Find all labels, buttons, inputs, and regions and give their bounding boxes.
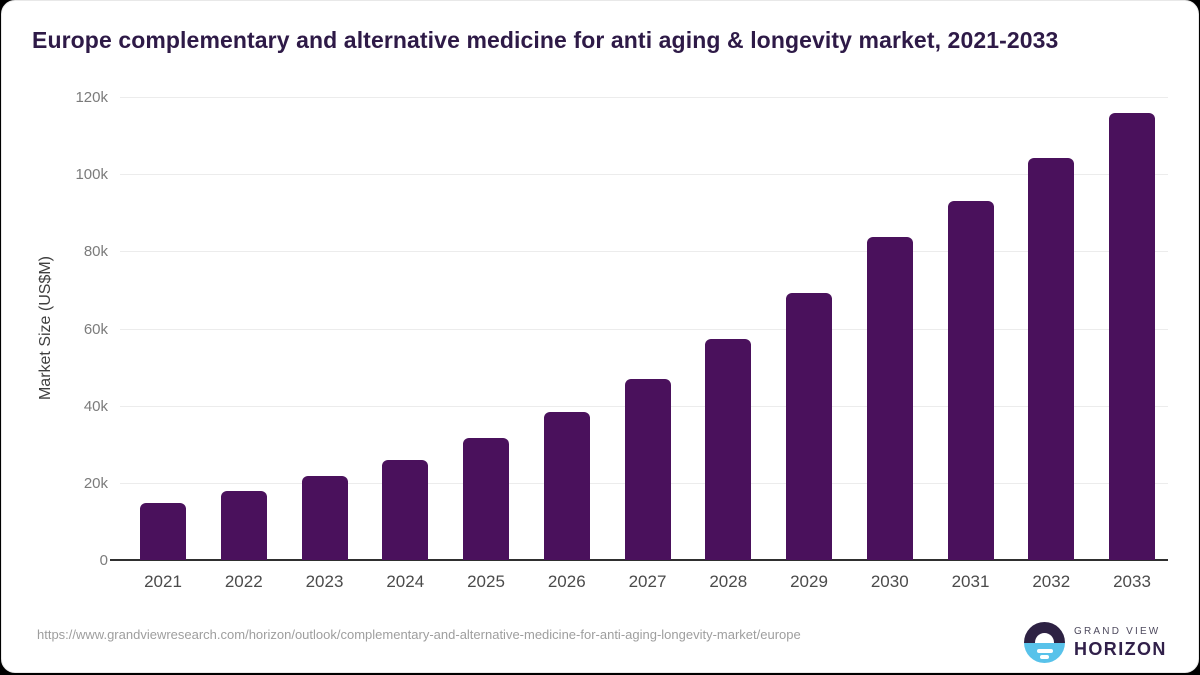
bar-2021[interactable] <box>140 503 186 560</box>
horizon-sunrise-icon <box>1024 622 1065 663</box>
x-tick-label-2027: 2027 <box>628 572 667 591</box>
y-tick-label-100k: 100k <box>75 166 108 184</box>
y-tick-label-0: 0 <box>99 552 108 569</box>
icon-reflection-bar-1 <box>1036 649 1053 653</box>
x-tick-label-2025: 2025 <box>467 572 505 591</box>
x-tick-label-2026: 2026 <box>547 572 586 591</box>
x-tick-label-2021: 2021 <box>144 572 182 591</box>
logo-brand-bottom: HORIZON <box>1074 638 1167 659</box>
x-tick-label-2024: 2024 <box>386 572 425 591</box>
y-tick-label-40k: 40k <box>83 397 108 415</box>
bar-2024[interactable] <box>382 460 429 560</box>
bar-2031[interactable] <box>947 200 994 560</box>
bar-2032[interactable] <box>1028 157 1075 560</box>
y-tick-label-60k: 60k <box>83 320 108 338</box>
x-tick-label-2022: 2022 <box>224 572 263 591</box>
x-tick-label-2032: 2032 <box>1032 572 1071 591</box>
gridline-120k <box>120 97 1168 98</box>
bar-2022[interactable] <box>220 491 267 560</box>
chart-title: Europe complementary and alternative med… <box>32 27 1059 53</box>
bar-2028[interactable] <box>705 339 752 560</box>
bar-2027[interactable] <box>624 379 671 560</box>
x-tick-label-2029: 2029 <box>790 572 828 591</box>
bar-2029[interactable] <box>786 292 832 560</box>
logo-text: GRAND VIEW HORIZON <box>1074 626 1167 660</box>
icon-sun-dome <box>1035 632 1054 643</box>
logo-brand-top: GRAND VIEW <box>1074 625 1161 637</box>
grand-view-horizon-logo: GRAND VIEW HORIZON <box>1024 622 1167 663</box>
bar-2023[interactable] <box>301 476 348 560</box>
icon-sea-half <box>1024 642 1065 663</box>
bar-2025[interactable] <box>463 438 509 560</box>
x-tick-label-2028: 2028 <box>709 572 748 591</box>
bar-2033[interactable] <box>1109 112 1155 560</box>
x-axis-line <box>110 559 1168 561</box>
x-tick-label-2031: 2031 <box>951 572 990 591</box>
x-tick-label-2030: 2030 <box>870 572 909 591</box>
x-tick-label-2023: 2023 <box>305 572 344 591</box>
gridline-100k <box>120 174 1168 176</box>
icon-sky-half <box>1024 622 1065 643</box>
y-tick-label-120k: 120k <box>75 89 108 106</box>
bar-2026[interactable] <box>543 412 590 560</box>
source-url: https://www.grandviewresearch.com/horizo… <box>37 627 801 642</box>
icon-reflection-bar-2 <box>1040 655 1049 659</box>
y-tick-label-80k: 80k <box>83 243 108 261</box>
x-tick-label-2033: 2033 <box>1113 572 1151 591</box>
y-tick-label-20k: 20k <box>83 474 108 492</box>
gridline-80k <box>120 251 1168 253</box>
gridline-60k <box>120 328 1168 330</box>
bar-2030[interactable] <box>866 237 913 560</box>
